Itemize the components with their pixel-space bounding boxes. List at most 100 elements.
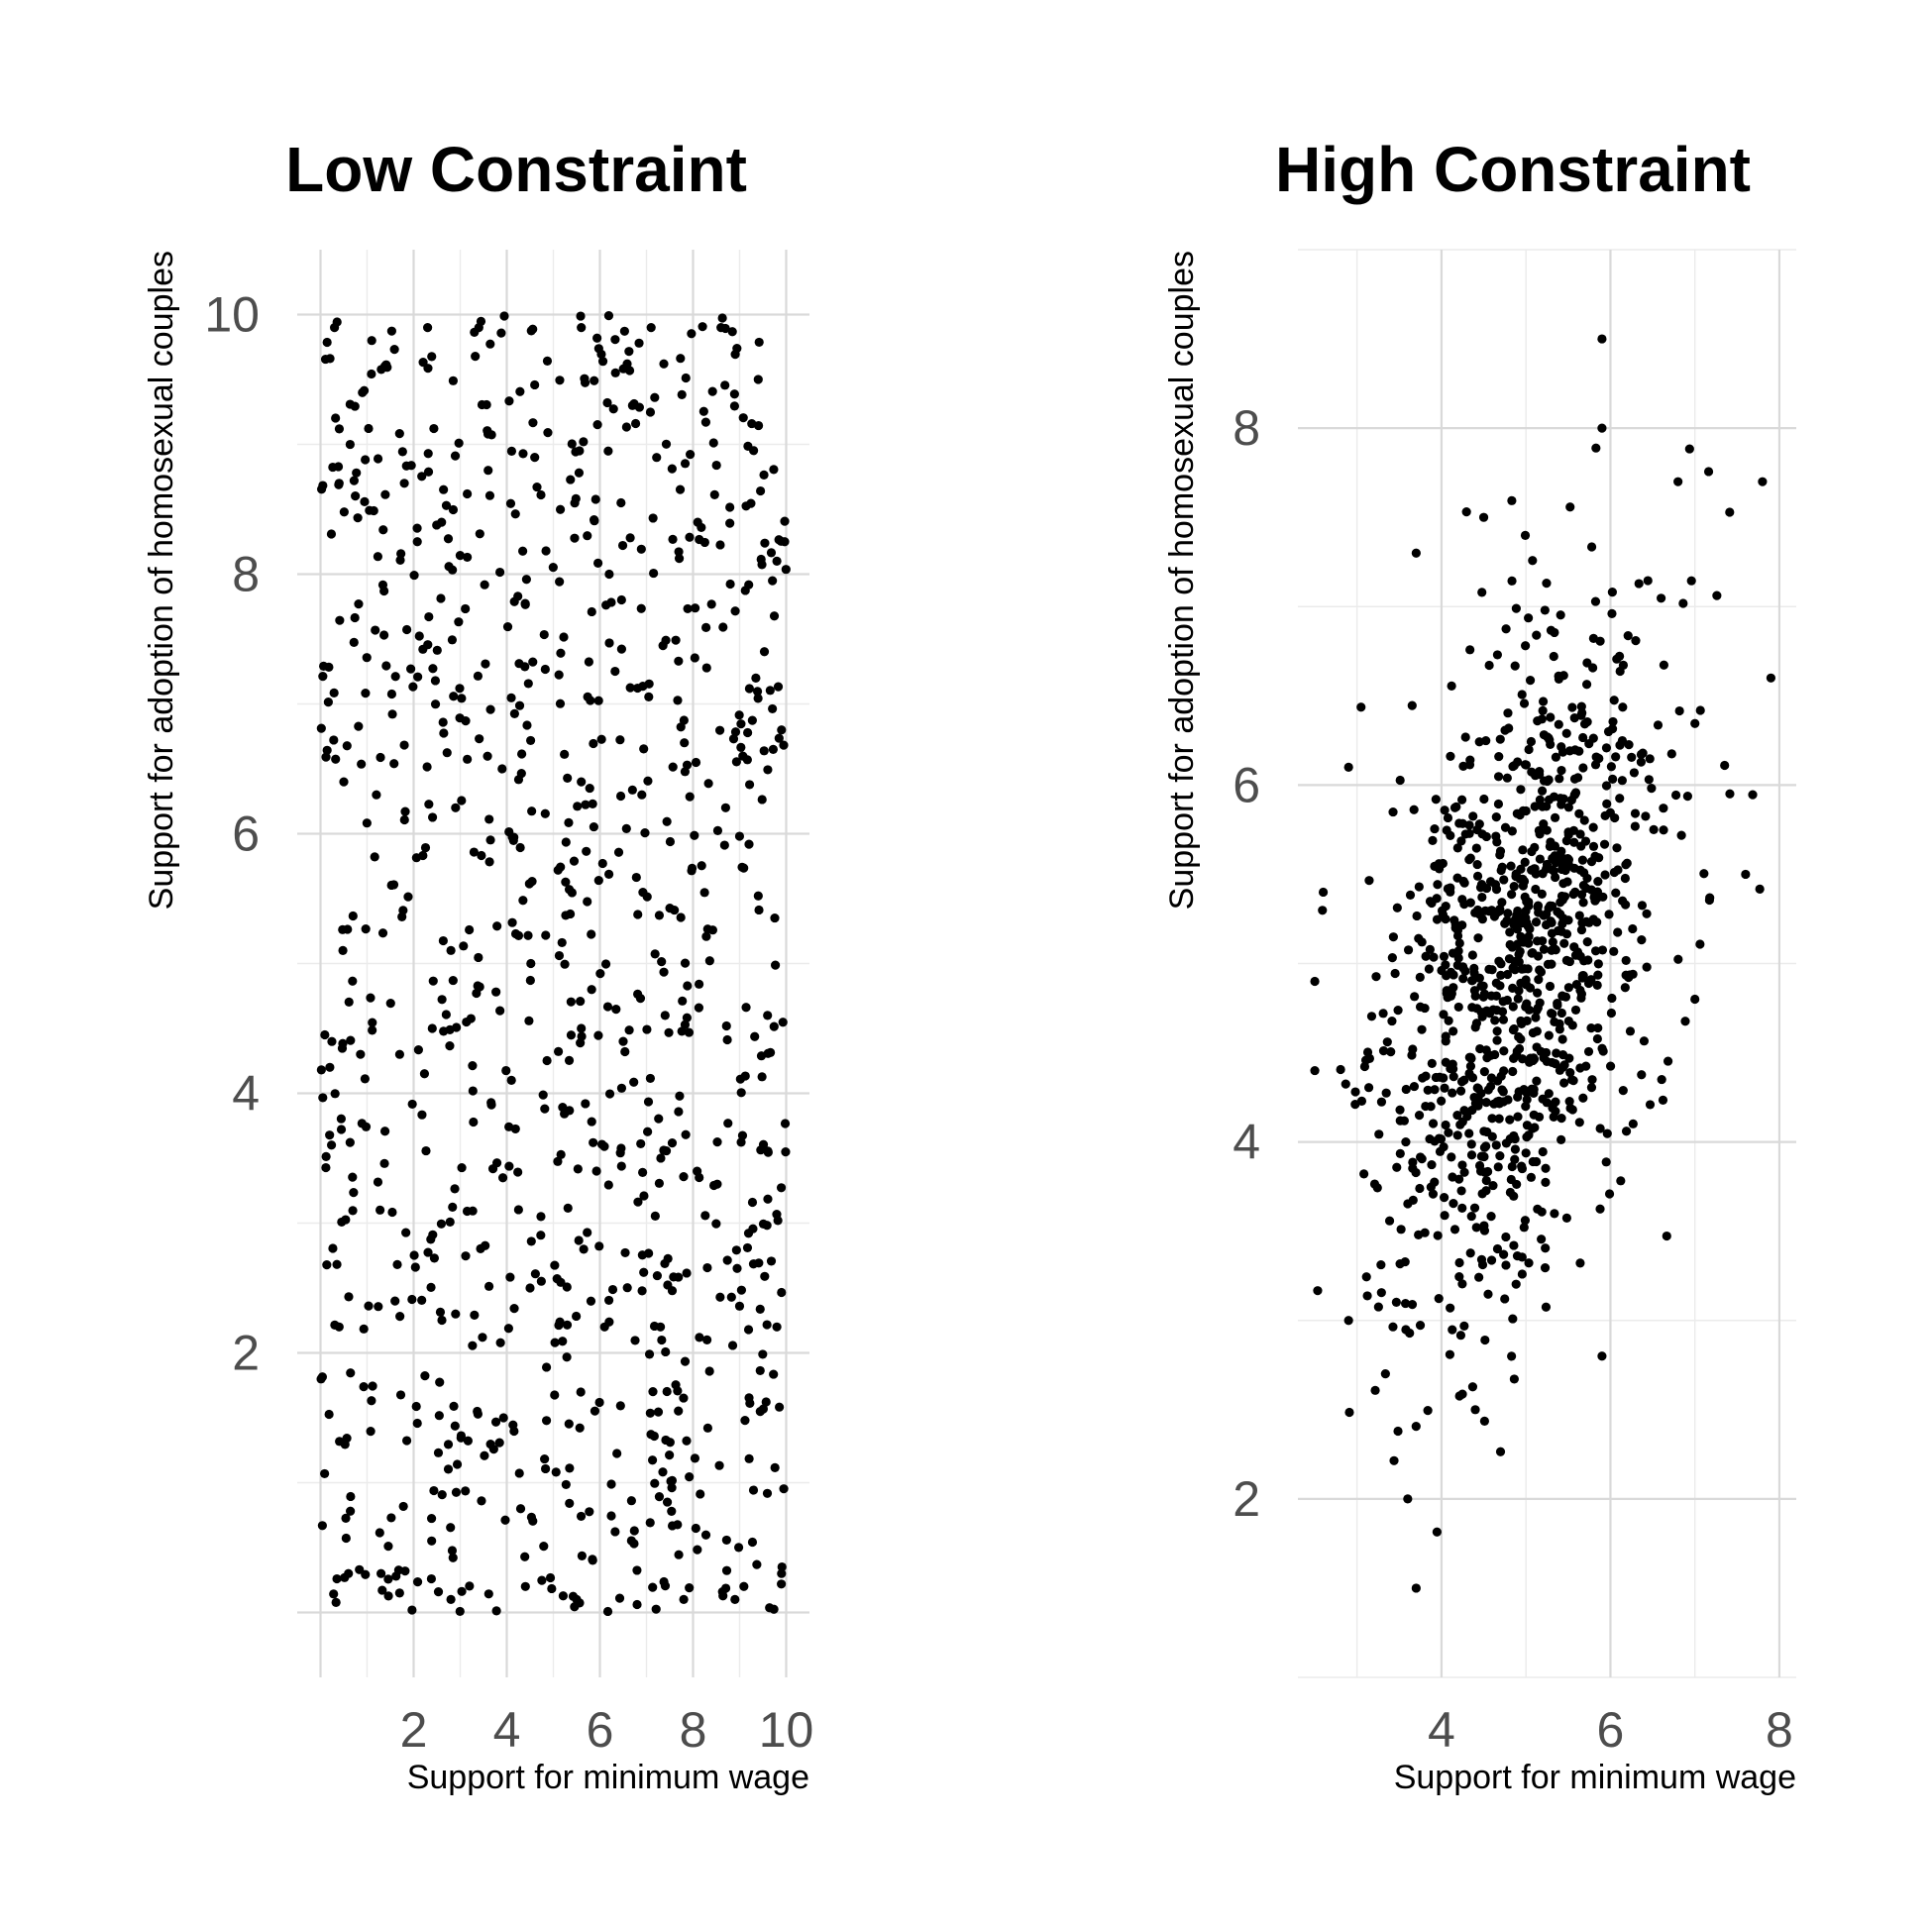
data-point: [684, 1027, 695, 1037]
data-point: [711, 1219, 721, 1229]
data-point: [1592, 887, 1603, 897]
data-point: [1479, 1067, 1489, 1077]
data-point: [360, 1074, 370, 1084]
data-point: [778, 1018, 788, 1027]
data-point: [1608, 716, 1618, 727]
data-point: [518, 546, 528, 556]
data-point: [1595, 636, 1605, 646]
data-point: [687, 863, 698, 873]
data-point: [768, 576, 778, 586]
data-point: [1442, 825, 1451, 835]
data-point: [1541, 1177, 1551, 1187]
data-point: [1457, 1389, 1467, 1399]
data-point: [639, 1191, 649, 1201]
data-point: [1510, 661, 1520, 671]
data-point: [1471, 1223, 1481, 1233]
data-point: [497, 764, 507, 774]
data-point: [539, 629, 549, 640]
data-point: [1453, 953, 1463, 963]
data-point: [540, 664, 550, 675]
minor-grid: [1298, 249, 1796, 1678]
data-point: [776, 1183, 787, 1193]
data-point: [1448, 1325, 1457, 1335]
data-point: [759, 470, 769, 480]
data-point: [734, 1301, 745, 1311]
data-point: [769, 1604, 779, 1614]
data-point: [1659, 660, 1668, 670]
data-point: [1556, 1114, 1566, 1124]
data-point: [1376, 1097, 1387, 1107]
data-point: [446, 1594, 456, 1604]
data-point: [394, 429, 404, 439]
major-grid: [1298, 250, 1796, 1677]
data-point: [1378, 1009, 1388, 1019]
data-point: [348, 1172, 358, 1182]
data-point: [1620, 873, 1630, 884]
data-point: [1409, 1081, 1420, 1092]
y-axis-title: Support for adoption of homosexual coupl…: [1163, 251, 1201, 910]
data-point: [616, 644, 627, 654]
data-point: [1510, 965, 1520, 975]
data-point: [449, 1401, 459, 1411]
data-point: [1611, 752, 1621, 762]
data-point: [449, 692, 459, 701]
data-point: [386, 880, 396, 891]
data-point: [577, 1031, 587, 1041]
data-point: [1588, 822, 1598, 832]
data-point: [762, 1320, 772, 1330]
data-point: [333, 462, 344, 472]
data-point: [685, 792, 695, 802]
data-point: [698, 406, 708, 416]
data-point: [380, 489, 390, 499]
data-point: [644, 692, 654, 701]
data-point: [1521, 641, 1531, 651]
data-point: [1452, 1130, 1462, 1140]
data-point: [547, 1583, 557, 1594]
data-point: [644, 1349, 655, 1359]
data-point: [461, 1251, 471, 1261]
data-point: [575, 1598, 585, 1608]
data-point: [616, 594, 626, 605]
data-point: [579, 1244, 589, 1254]
data-point: [763, 1011, 773, 1020]
data-point: [565, 1106, 575, 1116]
data-point: [1446, 751, 1455, 761]
data-point: [1486, 991, 1496, 1001]
data-point: [602, 1002, 613, 1012]
data-point: [1526, 736, 1537, 747]
data-point: [654, 911, 665, 920]
data-point: [1470, 1098, 1480, 1109]
data-point: [1555, 774, 1564, 784]
data-point: [667, 1138, 678, 1148]
data-point: [615, 791, 626, 802]
data-point: [640, 828, 650, 838]
data-point: [1410, 992, 1420, 1002]
data-point: [1549, 1112, 1558, 1123]
data-point: [701, 663, 711, 673]
data-point: [430, 676, 441, 686]
data-point: [455, 551, 466, 561]
data-point: [1524, 613, 1534, 623]
data-point: [383, 1574, 393, 1584]
data-point: [674, 1272, 684, 1282]
data-point: [361, 1569, 371, 1579]
data-point: [630, 418, 641, 429]
data-point: [1449, 803, 1460, 812]
data-point: [1457, 1160, 1467, 1170]
data-point: [402, 624, 412, 635]
data-point: [330, 1089, 340, 1099]
data-point: [1720, 760, 1730, 771]
data-point: [1556, 1134, 1566, 1144]
data-point: [484, 490, 495, 500]
data-point: [1455, 1086, 1466, 1096]
data-point: [379, 1158, 389, 1168]
data-point: [554, 670, 564, 680]
data-point: [1549, 651, 1558, 662]
data-point: [428, 976, 438, 986]
data-point: [411, 1401, 421, 1412]
data-point: [555, 504, 566, 514]
data-point: [674, 656, 684, 666]
data-point: [1583, 955, 1593, 965]
data-point: [483, 466, 493, 476]
data-point: [1401, 1325, 1411, 1335]
